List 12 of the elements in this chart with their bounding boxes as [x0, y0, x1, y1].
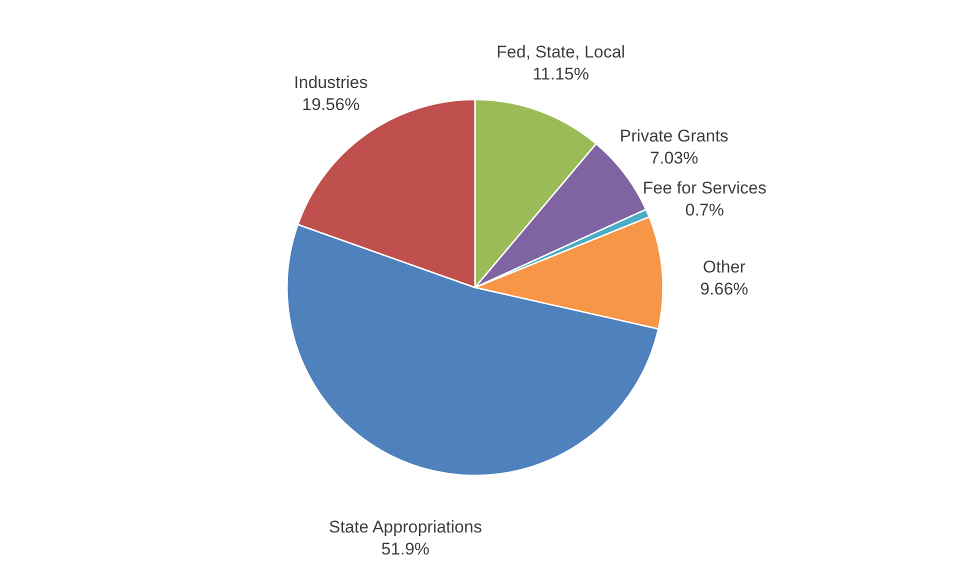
slice-label: State Appropriations	[328, 518, 482, 537]
data-label: 51.9%	[381, 540, 430, 559]
data-label: 19.56%	[302, 95, 360, 114]
data-label: 7.03%	[650, 148, 698, 168]
data-label: 9.66%	[700, 279, 748, 298]
slice-label: Fee for Services	[642, 178, 767, 198]
slice-label: Private Grants	[620, 126, 728, 146]
data-label: 11.15%	[532, 64, 589, 84]
slice-label: Other	[702, 257, 746, 276]
slice-label: Industries	[294, 73, 368, 92]
data-label: 0.7%	[685, 200, 724, 220]
slice-label: Fed, State, Local	[496, 42, 626, 62]
